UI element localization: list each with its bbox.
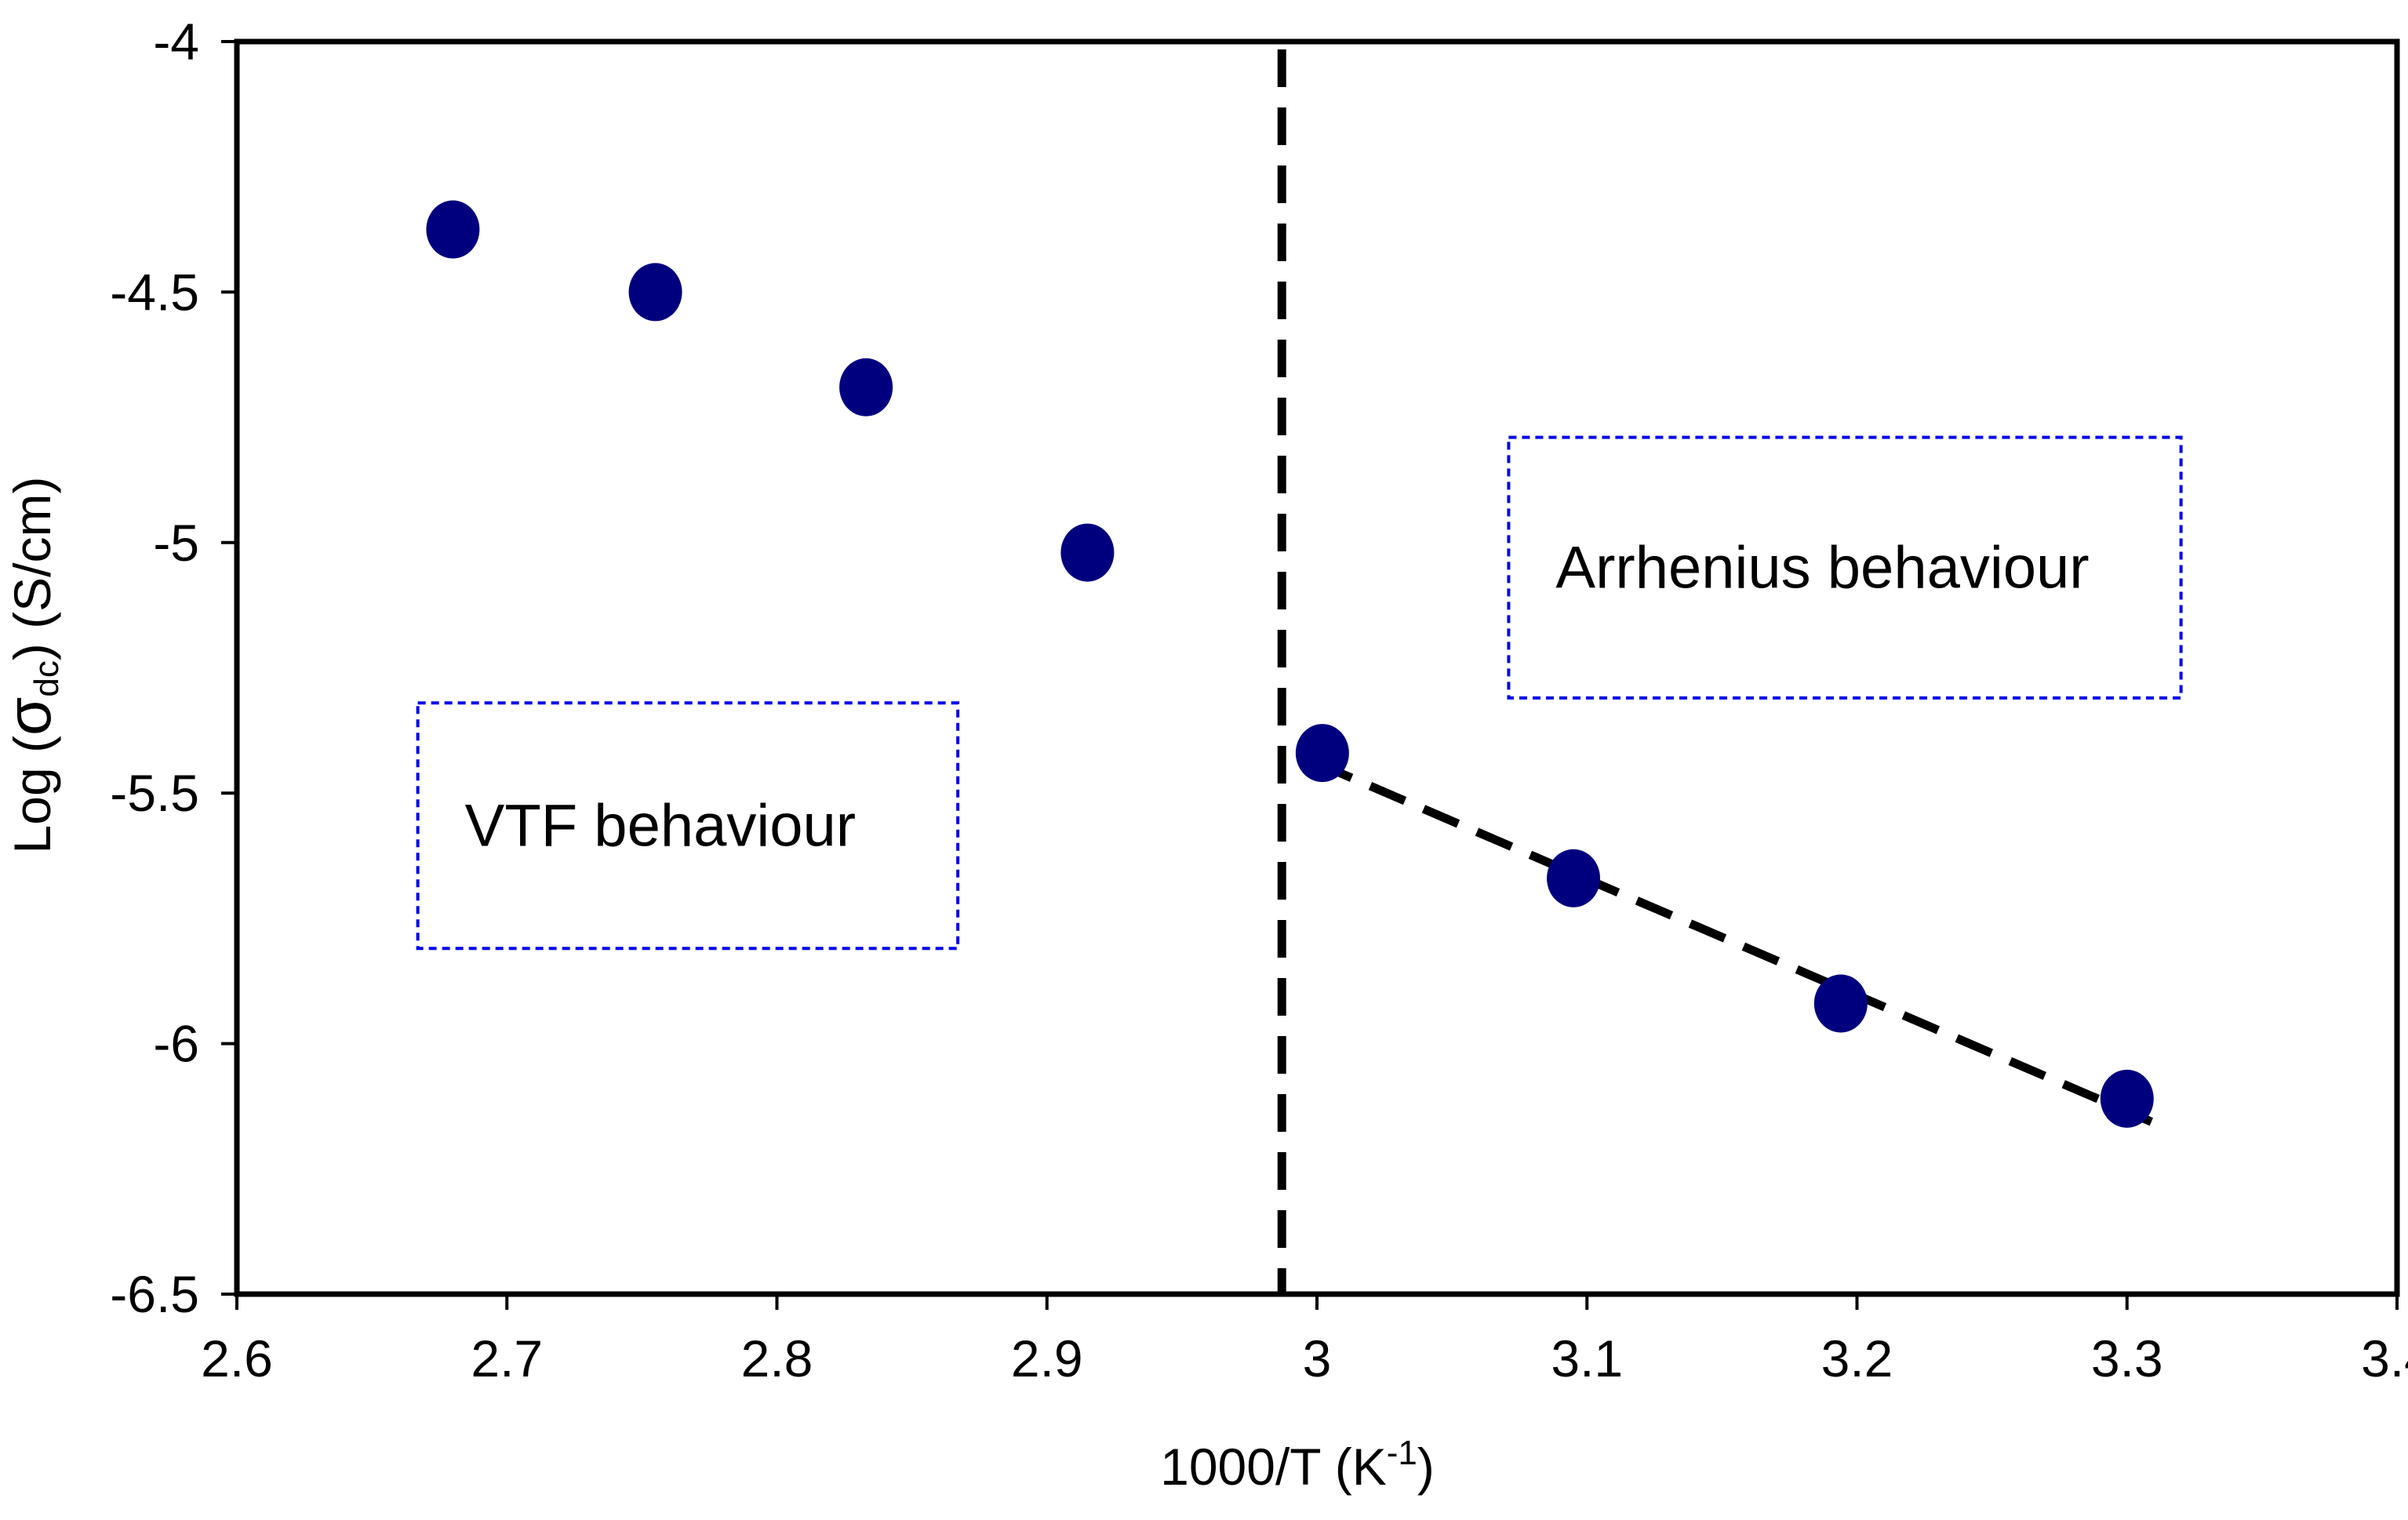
x-tick-label: 2.6 xyxy=(201,1329,273,1387)
x-tick-label: 2.9 xyxy=(1011,1329,1083,1387)
y-tick-label: -6.5 xyxy=(110,1265,199,1323)
data-points xyxy=(426,200,2154,1128)
y-tick-label: -4.5 xyxy=(110,263,199,321)
data-point xyxy=(1547,849,1601,907)
plot-frame xyxy=(234,38,2400,1297)
data-point xyxy=(839,358,893,416)
x-axis-ticks: 2.6 2.7 2.8 2.9 3 3.1 3.2 3.3 3.4 xyxy=(201,1294,2408,1387)
y-axis-title: Log (σdc) (S/cm) xyxy=(0,477,66,854)
x-tick-label: 3.4 xyxy=(2361,1329,2408,1387)
arrhenius-fit-line xyxy=(1315,758,2170,1133)
x-axis-title-superscript: -1 xyxy=(1387,1434,1417,1472)
data-point xyxy=(1813,974,1868,1033)
data-point xyxy=(1060,523,1115,582)
y-axis-title-main: Log ( xyxy=(3,736,61,853)
x-tick-label: 3.3 xyxy=(2091,1329,2163,1387)
annotations: VTF behaviour Arrhenius behaviour xyxy=(416,435,2183,951)
y-axis-title-end: ) (S/cm) xyxy=(3,477,61,661)
annotation-box xyxy=(1507,435,2183,700)
data-point xyxy=(628,263,682,322)
x-tick-label: 3.1 xyxy=(1551,1329,1623,1387)
x-tick-label: 2.7 xyxy=(471,1329,543,1387)
data-point xyxy=(1295,724,1349,783)
y-axis-title-subscript: dc xyxy=(27,660,66,696)
x-tick-label: 2.8 xyxy=(741,1329,813,1387)
data-point xyxy=(2100,1069,2154,1128)
data-point xyxy=(426,200,480,259)
y-tick-label: -5.5 xyxy=(110,764,199,822)
y-tick-label: -4 xyxy=(153,13,199,71)
y-tick-label: -6 xyxy=(153,1015,199,1073)
x-tick-label: 3.2 xyxy=(1821,1329,1893,1387)
annotation-box xyxy=(416,701,960,951)
x-tick-label: 3 xyxy=(1303,1329,1332,1387)
x-axis-title: 1000/T (K-1) xyxy=(1160,1434,1435,1496)
y-tick-label: -5 xyxy=(153,514,199,572)
x-axis-title-main: 1000/T (K xyxy=(1160,1438,1387,1496)
y-axis-ticks: -4 -4.5 -5 -5.5 -6 -6.5 xyxy=(110,13,237,1323)
annotation-label: Arrhenius behaviour xyxy=(1555,535,2089,602)
y-axis-title-sigma: σ xyxy=(0,697,64,736)
x-axis-title-end: ) xyxy=(1417,1438,1435,1496)
annotation-label: VTF behaviour xyxy=(465,793,856,860)
